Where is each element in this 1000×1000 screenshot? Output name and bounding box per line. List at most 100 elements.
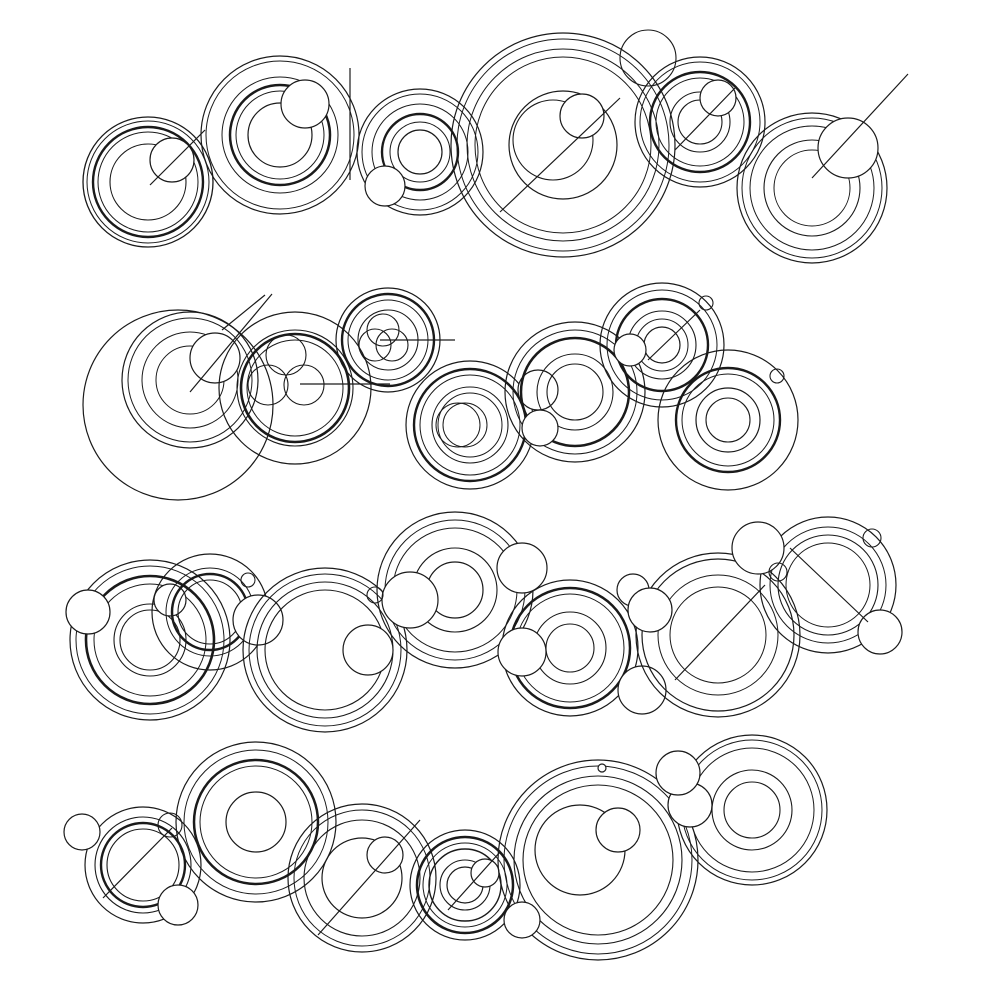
glyph-row-2-word-2 [218, 294, 390, 465]
vowel-circle [364, 165, 406, 207]
ring [643, 326, 681, 364]
ring [69, 559, 231, 721]
ring [546, 363, 604, 421]
ring [109, 143, 187, 221]
ring [199, 765, 313, 879]
vowel-circle [470, 858, 500, 888]
vowel-circle [189, 332, 241, 384]
ring [504, 321, 646, 463]
ring [508, 90, 618, 200]
small-ring [366, 586, 384, 604]
small-ring [768, 562, 788, 582]
ring [283, 364, 325, 406]
glyph-row-2-word-6 [599, 282, 725, 408]
ring [409, 829, 521, 941]
vowel-circle [521, 409, 559, 447]
stroke-line [189, 293, 273, 393]
small-ring [862, 528, 882, 548]
ring [106, 828, 180, 902]
glyph-row-4-word-4 [409, 829, 521, 941]
vowel-circle [496, 542, 548, 594]
ring [769, 526, 887, 644]
ring [545, 623, 595, 673]
ring [681, 373, 775, 467]
ring [200, 55, 360, 215]
stroke-line [149, 129, 206, 186]
glyph-row-4-word-5 [497, 759, 699, 961]
vowel-circle [559, 93, 605, 139]
vowel-circle [497, 627, 547, 677]
ring [736, 112, 888, 264]
ring [228, 83, 332, 187]
vowel-circle [149, 137, 195, 183]
ring [763, 139, 861, 237]
ring [248, 573, 402, 727]
ring [655, 77, 745, 167]
vowel-circle [595, 807, 641, 853]
vowel-circle [617, 665, 667, 715]
vowel-circle [342, 624, 394, 676]
glyph-row-3-word-7 [731, 516, 903, 655]
ring [474, 56, 652, 234]
ring [512, 329, 638, 455]
ring [375, 328, 409, 362]
ring [522, 784, 674, 936]
ring [119, 609, 181, 671]
ring [749, 125, 875, 251]
ring [415, 835, 515, 935]
vowel-circle [857, 609, 903, 655]
glyph-row-4-word-6 [655, 734, 828, 886]
glyph-row-1-word-2 [200, 55, 360, 215]
ring [419, 374, 521, 476]
vowel-circle [699, 79, 737, 117]
ring [635, 552, 801, 718]
ring [405, 360, 535, 490]
ring [639, 61, 761, 183]
ring [82, 116, 214, 248]
ring [247, 364, 289, 406]
glyph-row-1-word-6 [736, 73, 909, 264]
ring [513, 775, 683, 945]
ring [397, 129, 443, 175]
vowel-circle [232, 594, 284, 646]
ring [82, 309, 274, 501]
glyph-row-1-word-5 [634, 56, 766, 188]
stroke-line [647, 309, 701, 361]
ring [287, 803, 437, 953]
glyph-row-2-word-7 [657, 349, 799, 491]
ring [242, 567, 408, 733]
ring [93, 583, 207, 697]
ring [218, 311, 372, 465]
ring [466, 48, 660, 242]
ring [431, 386, 509, 464]
vowel-circle [817, 117, 879, 179]
ring [361, 93, 479, 211]
stroke-line [811, 73, 909, 179]
ring [657, 349, 799, 491]
vowel-circle [655, 750, 701, 796]
vowel-circle [381, 571, 439, 629]
ring [657, 574, 779, 696]
ring [94, 816, 192, 914]
outer-ring [619, 29, 677, 87]
ring [536, 353, 614, 431]
glyph-row-2-word-1 [82, 293, 274, 501]
ring [435, 402, 481, 448]
ring [358, 328, 392, 362]
ring [519, 336, 631, 448]
ring [450, 32, 676, 258]
glyph-row-3-word-5 [497, 573, 667, 717]
vowel-circle [627, 587, 673, 633]
ring [121, 311, 259, 449]
stroke-line [102, 827, 173, 899]
glyph-row-2-word-5 [504, 321, 646, 463]
ring [380, 112, 460, 192]
ring [183, 749, 329, 895]
stroke-line [674, 584, 766, 681]
ring [777, 534, 879, 636]
ring [236, 329, 354, 447]
stroke-line [221, 294, 266, 331]
ring [512, 99, 594, 181]
ring [606, 289, 718, 401]
